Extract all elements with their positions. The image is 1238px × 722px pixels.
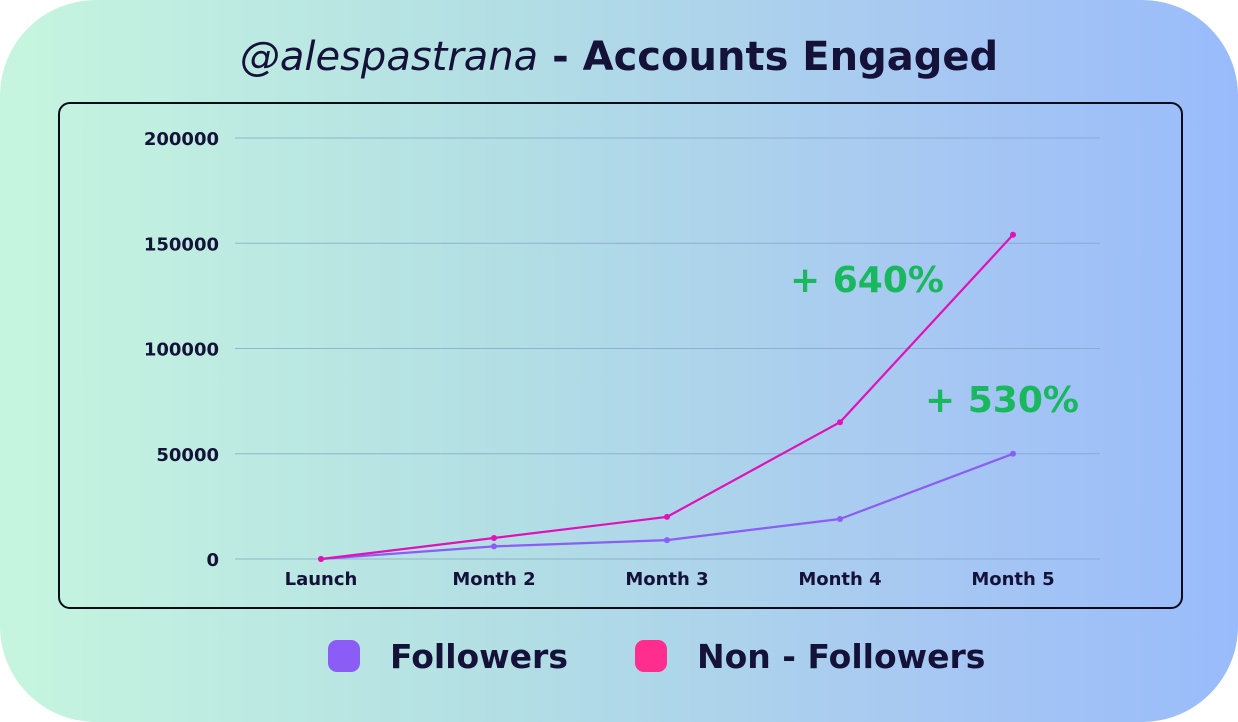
x-tick-label: Month 3 [625, 569, 708, 590]
chart-title: @alespastrana - Accounts Engaged [0, 34, 1238, 80]
data-point-non-followers [491, 535, 497, 541]
legend: Followers Non - Followers [0, 630, 1238, 682]
data-point-non-followers [318, 556, 324, 562]
y-tick-label: 200000 [144, 129, 219, 150]
series-line-followers [320, 452, 1014, 561]
data-point-followers [664, 537, 670, 544]
title-handle: @alespastrana [239, 34, 539, 80]
y-tick-label: 50000 [156, 445, 219, 466]
growth-annotation-followers: + 530% [925, 380, 1079, 421]
x-tick-label: Month 4 [798, 569, 881, 590]
legend-swatch-followers [328, 640, 360, 672]
x-tick-label: Month 2 [452, 569, 535, 590]
legend-item-followers: Followers [328, 630, 568, 682]
data-point-followers [1010, 450, 1016, 457]
title-text: - Accounts Engaged [538, 34, 999, 80]
y-tick-label: 150000 [144, 234, 219, 255]
data-point-non-followers [664, 513, 670, 520]
legend-swatch-non-followers [635, 640, 667, 672]
plot-frame [58, 102, 1183, 609]
growth-annotation-non-followers: + 640% [790, 260, 944, 301]
data-point-followers [491, 543, 497, 550]
y-tick-label: 100000 [144, 340, 219, 361]
legend-label-non-followers: Non - Followers [697, 636, 986, 676]
x-tick-label: Month 5 [971, 569, 1054, 590]
data-point-followers [837, 516, 843, 522]
data-point-non-followers [1010, 231, 1016, 238]
x-tick-label: Launch [285, 569, 358, 590]
y-tick-label: 0 [206, 550, 219, 571]
data-point-non-followers [837, 419, 843, 426]
legend-label-followers: Followers [390, 636, 568, 676]
legend-item-non-followers: Non - Followers [635, 630, 985, 682]
